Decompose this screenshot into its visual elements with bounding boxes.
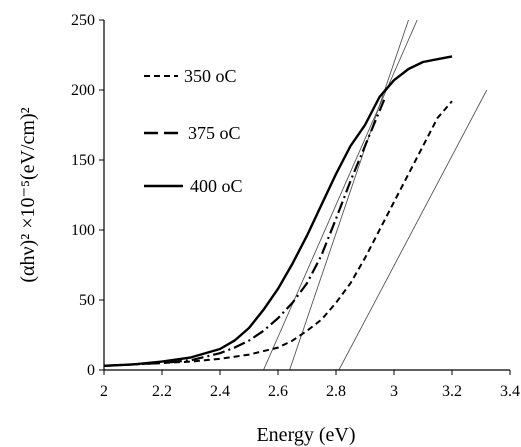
y-tick-label: 0 <box>87 362 95 379</box>
fit-line <box>338 89 488 370</box>
fit-line <box>289 20 409 370</box>
series-lines <box>104 55 453 367</box>
y-tick-label: 100 <box>71 222 95 239</box>
x-tick-label: 3 <box>390 383 398 400</box>
legend-label-400: 400 oC <box>190 176 243 196</box>
x-tick-label: 3.4 <box>500 383 520 400</box>
fit-line <box>263 20 418 370</box>
legend: 350 oC 375 oC 400 oC <box>144 66 243 196</box>
fit-lines <box>263 20 488 370</box>
legend-label-350: 350 oC <box>184 66 237 86</box>
x-tick-label: 3.2 <box>442 383 462 400</box>
x-tick-label: 2.8 <box>326 383 346 400</box>
y-tick-label: 50 <box>79 292 95 309</box>
y-tick-label: 200 <box>71 82 95 99</box>
tick-labels: 2 2.2 2.4 2.6 2.8 3 3.2 3.4 0 50 100 150 200 250 <box>71 12 520 400</box>
y-tick-label: 150 <box>71 152 95 169</box>
x-tick-label: 2.2 <box>152 383 172 400</box>
x-tick-label: 2.6 <box>268 383 288 400</box>
series-line-400 <box>104 55 453 367</box>
x-tick-label: 2 <box>100 383 108 400</box>
series-line-350 <box>104 100 453 367</box>
x-axis-title: Energy (eV) <box>256 424 355 446</box>
x-tick-label: 2.4 <box>210 383 230 400</box>
legend-label-375: 375 oC <box>188 123 241 143</box>
y-axis-title: (αhν)² ×10⁻⁵(eV/cm)² <box>17 107 39 282</box>
y-tick-label: 250 <box>71 12 95 29</box>
axes <box>99 19 511 375</box>
series-line-375 <box>104 96 387 367</box>
